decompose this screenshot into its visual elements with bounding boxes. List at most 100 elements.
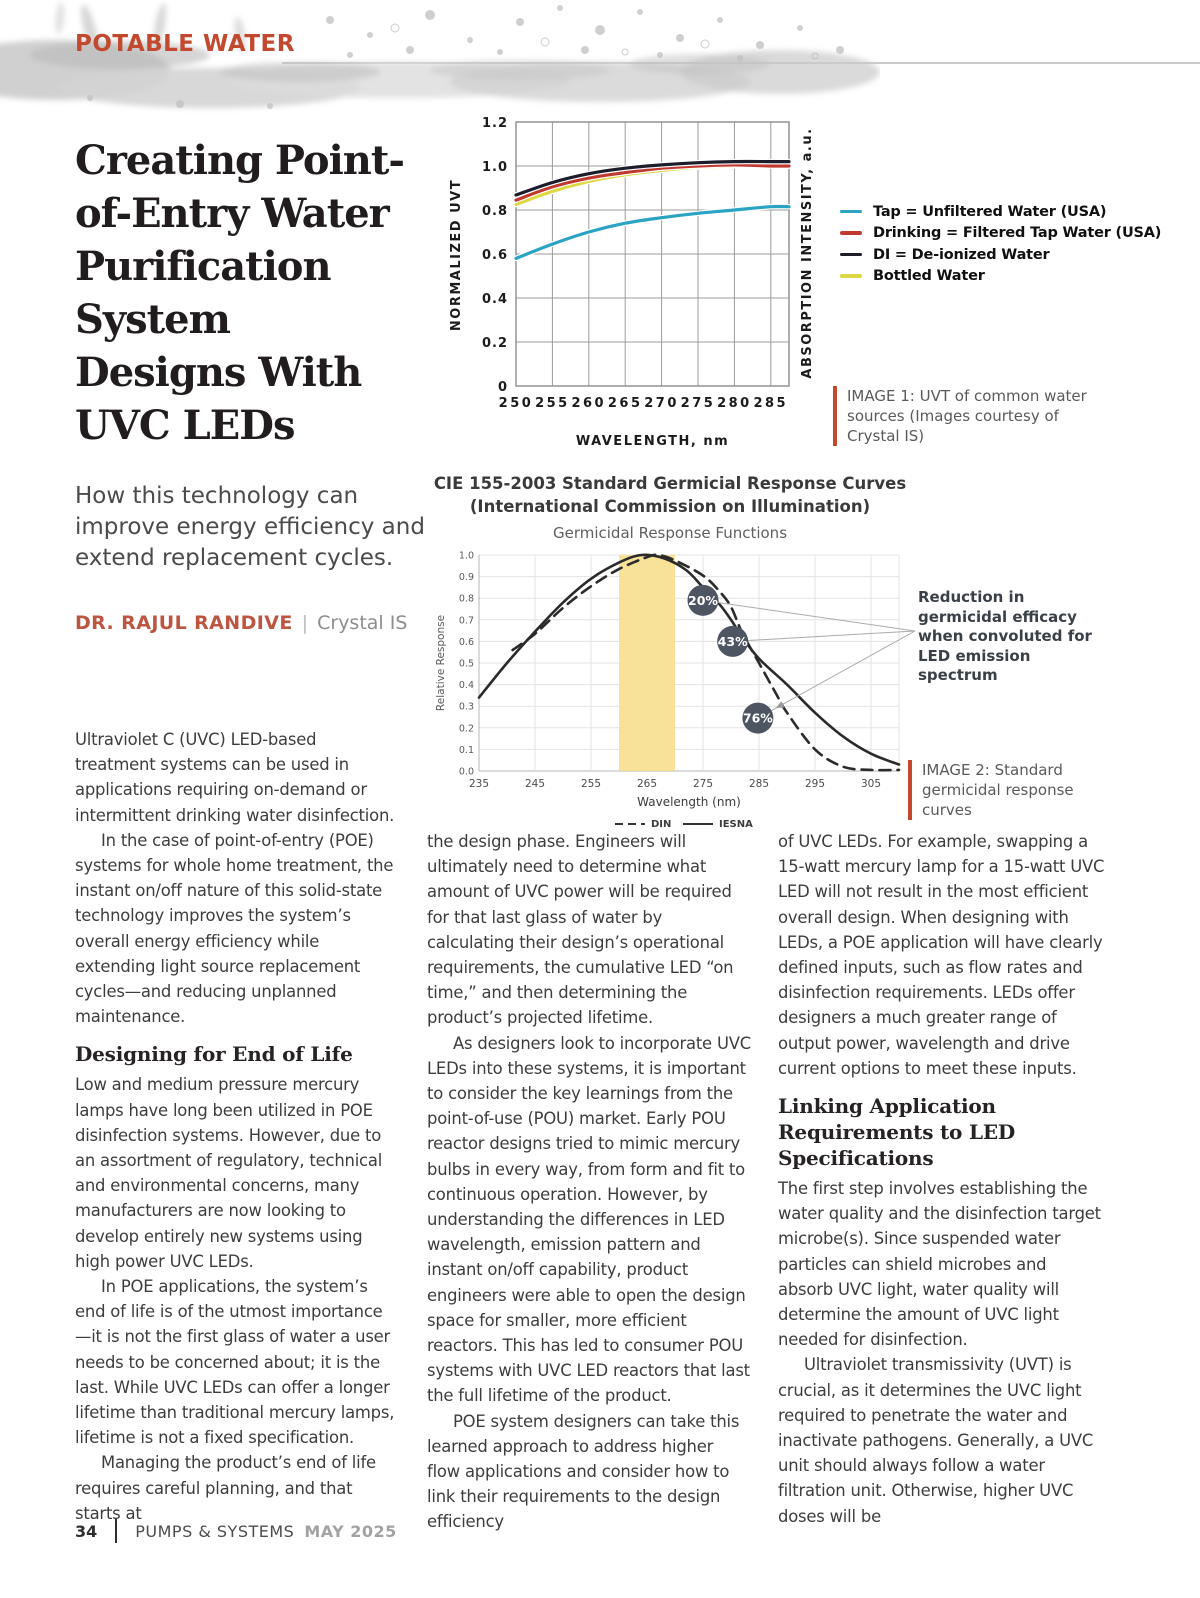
svg-text:255: 255 bbox=[535, 396, 570, 411]
svg-text:275: 275 bbox=[681, 396, 716, 411]
legend-item: Drinking = Filtered Tap Water (USA) bbox=[840, 225, 1162, 241]
byline-separator: | bbox=[301, 612, 309, 634]
caption-text: IMAGE 2: Standard germicidal response cu… bbox=[922, 761, 1074, 819]
svg-text:IESNA: IESNA bbox=[719, 819, 753, 830]
legend-swatch bbox=[840, 274, 862, 278]
magazine-name: PUMPS & SYSTEMS bbox=[135, 1521, 295, 1541]
legend-swatch bbox=[840, 209, 862, 214]
germicidal-chart: 20% 43% 76% 0.0 0.1 0.2 0.3 0.4 0.5 0.6 0.7 0.8 0.9 1… bbox=[435, 551, 916, 830]
svg-text:0.2: 0.2 bbox=[459, 723, 474, 734]
svg-text:0.8: 0.8 bbox=[482, 204, 508, 219]
svg-text:Wavelength (nm): Wavelength (nm) bbox=[637, 795, 741, 809]
svg-text:0.8: 0.8 bbox=[459, 594, 474, 605]
svg-text:275: 275 bbox=[693, 778, 713, 790]
chart-annotation-note: Reduction in germicidal efficacy when co… bbox=[918, 588, 1092, 684]
chart-subtitle: Germicidal Response Functions bbox=[552, 524, 788, 542]
svg-text:1.0: 1.0 bbox=[482, 160, 508, 175]
svg-text:265: 265 bbox=[637, 778, 657, 790]
legend-swatch bbox=[840, 252, 862, 257]
article-title: Creating Point- of-Entry Water Purificat… bbox=[75, 137, 405, 449]
svg-text:280: 280 bbox=[717, 396, 752, 411]
svg-text:235: 235 bbox=[469, 778, 489, 790]
svg-text:1.2: 1.2 bbox=[482, 116, 508, 131]
svg-text:43%: 43% bbox=[718, 634, 748, 649]
svg-text:20%: 20% bbox=[688, 593, 718, 608]
paragraph: In the case of point-of-entry (POE) syst… bbox=[75, 830, 394, 1027]
body-column-3: of UVC LEDs. For example, swapping a 15-… bbox=[778, 829, 1105, 1529]
paragraph: Low and medium pressure mercury lamps ha… bbox=[75, 1075, 383, 1271]
paragraph: Managing the product’s end of life requi… bbox=[75, 1453, 376, 1523]
svg-text:265: 265 bbox=[608, 396, 643, 411]
svg-text:Relative Response: Relative Response bbox=[435, 615, 447, 711]
svg-text:0.4: 0.4 bbox=[459, 680, 474, 691]
legend-item: Bottled Water bbox=[840, 268, 1161, 284]
paragraph: Ultraviolet C (UVC) LED-based treatment … bbox=[75, 730, 395, 825]
body-column-2: the design phase. Engineers will ultimat… bbox=[427, 829, 751, 1535]
svg-text:1.0: 1.0 bbox=[459, 551, 474, 562]
svg-text:0: 0 bbox=[498, 380, 508, 395]
svg-text:0.6: 0.6 bbox=[459, 637, 474, 648]
section-heading: Designing for End of Life bbox=[75, 1042, 353, 1067]
paragraph: As designers look to incorporate UVC LED… bbox=[427, 1033, 751, 1406]
svg-text:255: 255 bbox=[581, 778, 601, 790]
section-label: POTABLE WATER bbox=[75, 31, 295, 57]
svg-text:ABSORPTION INTENSITY, a.u.: ABSORPTION INTENSITY, a.u. bbox=[800, 127, 815, 378]
svg-text:0.6: 0.6 bbox=[482, 248, 508, 263]
legend-label: Drinking = Filtered Tap Water (USA) bbox=[873, 225, 1162, 241]
legend-label: Bottled Water bbox=[873, 268, 985, 284]
chart-title-line2: (International Commission on Illuminatio… bbox=[469, 497, 871, 516]
svg-text:NORMALIZED UVT: NORMALIZED UVT bbox=[449, 179, 464, 331]
uvt-chart: 0 0.2 0.4 0.6 0.8 1.0 1.2 250 255 260 265 270 275 280… bbox=[449, 116, 815, 449]
svg-text:WAVELENGTH, nm: WAVELENGTH, nm bbox=[576, 434, 729, 449]
svg-text:260: 260 bbox=[571, 396, 606, 411]
image2-caption: IMAGE 2: Standard germicidal response cu… bbox=[908, 760, 1108, 820]
legend-label: Tap = Unfiltered Water (USA) bbox=[873, 203, 1107, 220]
svg-text:0.0: 0.0 bbox=[459, 767, 474, 778]
body-column-1: Ultraviolet C (UVC) LED-based treatment … bbox=[75, 727, 397, 1526]
caption-text: IMAGE 1: UVT of common water sources (Im… bbox=[847, 387, 1087, 445]
svg-text:295: 295 bbox=[805, 778, 825, 790]
page-number: 34 bbox=[75, 1521, 98, 1541]
svg-text:250: 250 bbox=[499, 396, 534, 411]
svg-text:0.7: 0.7 bbox=[459, 615, 474, 626]
svg-text:285: 285 bbox=[749, 778, 769, 790]
svg-text:305: 305 bbox=[861, 778, 881, 790]
paragraph: POE system designers can take this learn… bbox=[427, 1411, 740, 1532]
uvt-chart-legend: Tap = Unfiltered Water (USA) Drinking = … bbox=[840, 204, 1161, 290]
svg-text:DIN: DIN bbox=[651, 819, 671, 830]
chart-title-line1: CIE 155-2003 Standard Germicial Response… bbox=[433, 474, 907, 493]
legend-label: DI = De-ionized Water bbox=[873, 246, 1050, 263]
paragraph: The first step involves establishing the… bbox=[778, 1179, 1101, 1350]
svg-text:0.1: 0.1 bbox=[459, 745, 474, 756]
svg-text:245: 245 bbox=[525, 778, 545, 790]
svg-text:0.4: 0.4 bbox=[482, 292, 508, 307]
legend-item: Tap = Unfiltered Water (USA) bbox=[840, 203, 1161, 220]
svg-text:76%: 76% bbox=[743, 711, 773, 726]
issue-date: MAY 2025 bbox=[304, 1521, 397, 1541]
author-name: DR. RAJUL RANDIVE bbox=[75, 612, 293, 634]
germicidal-chart-titles: CIE 155-2003 Standard Germicial Response… bbox=[430, 472, 910, 542]
svg-text:0.9: 0.9 bbox=[459, 572, 474, 583]
legend-swatch bbox=[840, 231, 862, 235]
paragraph: the design phase. Engineers will ultimat… bbox=[427, 832, 734, 1028]
author-affiliation: Crystal IS bbox=[317, 612, 408, 634]
paragraph: In POE applications, the system’s end of… bbox=[75, 1277, 395, 1448]
svg-text:285: 285 bbox=[753, 396, 788, 411]
paragraph: Ultraviolet transmissivity (UVT) is cruc… bbox=[778, 1355, 1094, 1526]
svg-text:0.5: 0.5 bbox=[459, 659, 474, 670]
article-subtitle: How this technology can improve energy e… bbox=[75, 483, 425, 571]
paragraph: of UVC LEDs. For example, swapping a 15-… bbox=[778, 832, 1105, 1078]
water-splash-image bbox=[0, 2, 880, 109]
caption-accent-bar bbox=[833, 386, 837, 446]
section-heading: Linking Application Requirements to LED … bbox=[778, 1094, 1016, 1171]
image1-caption: IMAGE 1: UVT of common water sources (Im… bbox=[833, 386, 1095, 446]
caption-accent-bar bbox=[908, 760, 912, 820]
legend-item: DI = De-ionized Water bbox=[840, 246, 1161, 263]
svg-text:270: 270 bbox=[644, 396, 679, 411]
svg-text:0.3: 0.3 bbox=[459, 702, 474, 713]
page-footer: 34 PUMPS & SYSTEMS MAY 2025 bbox=[75, 1519, 397, 1543]
footer-divider bbox=[115, 1519, 118, 1543]
byline: DR. RAJUL RANDIVE | Crystal IS bbox=[75, 612, 407, 634]
svg-text:0.2: 0.2 bbox=[482, 336, 508, 351]
